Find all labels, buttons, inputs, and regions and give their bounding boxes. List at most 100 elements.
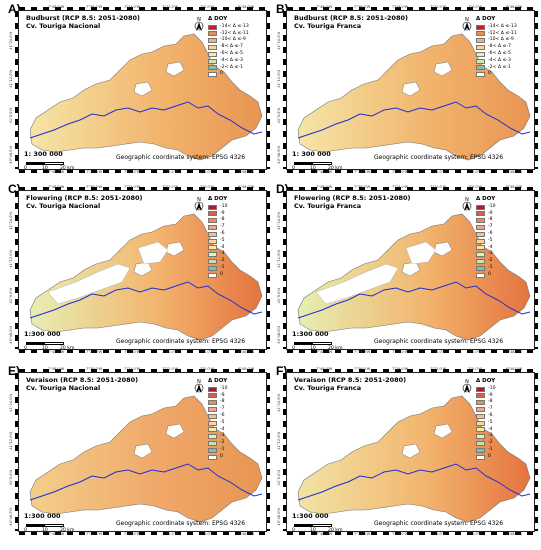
legend-label: 0 [220, 71, 223, 77]
legend-swatch [208, 31, 217, 37]
longitude-label: 7°0.0'W [468, 170, 482, 174]
no-data-area [133, 81, 153, 97]
longitude-label: 6°48.0'W [238, 532, 255, 536]
longitude-label: 7°24.0'W [392, 170, 409, 174]
legend-label: -6< Δ ≤-5 [488, 50, 511, 56]
frame-ticks-left [283, 11, 286, 169]
legend-row: -7 [476, 224, 496, 231]
legend-label: -2 [488, 440, 493, 446]
scale-bar-label: 10 [42, 528, 48, 533]
legend-row: -4 [208, 427, 228, 434]
legend-label: -3 [488, 433, 493, 439]
map-title: Flowering (RCP 8.5: 2051-2080) Cv. Tourig… [26, 194, 143, 210]
douro-region [297, 33, 531, 161]
legend-row: 0 [208, 454, 228, 461]
douro-river [297, 281, 531, 319]
legend-swatch [208, 211, 217, 217]
longitude-label: 6°48.0'W [238, 350, 255, 354]
latitude-label: 41°24.0'N [9, 32, 13, 50]
scale-bar-label: 10 [310, 346, 316, 351]
legend-row: -6 [208, 413, 228, 420]
legend-label: -8 [220, 399, 225, 405]
scale-bar-label: 0 [292, 166, 295, 171]
legend: Δ DOY -10 -9 -8 -7 -6 -5 -4 -3 -2 -1 0 [208, 196, 228, 279]
scale-bar [26, 342, 64, 345]
scale-bar [294, 162, 332, 165]
longitude-label: 6°48.0'W [506, 5, 523, 9]
legend-swatch [476, 238, 485, 244]
legend-label: -8< Δ ≤-7 [488, 44, 511, 50]
map-title-line1: Veraison (RCP 8.5: 2051-2080) [294, 376, 407, 384]
no-data-area [133, 443, 153, 459]
region-map [297, 213, 531, 341]
longitude-label: 7°48.0'W [48, 367, 65, 371]
region-map [297, 33, 531, 161]
scale-bar-label: 0 [24, 528, 27, 533]
frame-ticks-bottom [287, 350, 534, 353]
region-map [29, 395, 263, 523]
legend-row: -3 [208, 251, 228, 258]
douro-river [29, 101, 263, 139]
legend-swatch [208, 454, 217, 460]
scale-bar [294, 342, 332, 345]
legend-label: -8 [488, 217, 493, 223]
legend-row: -7 [208, 224, 228, 231]
legend-swatch [476, 427, 485, 433]
legend-label: -10 [220, 385, 228, 391]
legend-row: 0 [208, 71, 249, 78]
latitude-label: 41°0.0'N [9, 470, 13, 486]
frame-ticks-left [15, 373, 18, 531]
region-map [29, 33, 263, 161]
longitude-label: 7°36.0'W [354, 185, 371, 189]
legend-label: -9 [220, 210, 225, 216]
no-data-area [401, 443, 421, 459]
legend-row: 0 [476, 272, 496, 279]
legend-label: -4< Δ ≤-3 [488, 57, 511, 63]
legend-swatch [208, 245, 217, 251]
north-arrow-icon: N [462, 196, 472, 216]
longitude-label: 7°24.0'W [124, 350, 141, 354]
legend-label: -9 [488, 210, 493, 216]
legend-label: -5 [220, 237, 225, 243]
legend-label: 0 [220, 453, 223, 459]
legend-label: -2< Δ ≤-1 [220, 64, 243, 70]
latitude-label: 41°24.0'N [9, 212, 13, 230]
longitude-label: 7°0.0'W [200, 185, 214, 189]
legend-row: -14< Δ ≤-13 [208, 24, 249, 31]
latitude-label: 41°24.0'N [9, 394, 13, 412]
legend: Δ DOY -14< Δ ≤-13 -12< Δ ≤-11 -10< Δ ≤-9 -8<… [208, 16, 249, 78]
longitude-label: 7°24.0'W [392, 367, 409, 371]
legend-swatch [476, 252, 485, 258]
legend-swatch [208, 413, 217, 419]
legend-row: -9 [476, 211, 496, 218]
zero-change-area [47, 263, 131, 305]
legend-row: -7 [476, 406, 496, 413]
latitude-label: 41°0.0'N [9, 288, 13, 304]
latitude-label: 41°24.0'N [277, 394, 281, 412]
coordinate-system-note: Geographic coordinate system: EPSG 4326 [116, 154, 246, 161]
legend-row: -10< Δ ≤-9 [208, 37, 249, 44]
legend-label: -7 [488, 224, 493, 230]
legend-row: -9 [476, 393, 496, 400]
legend-swatch [208, 427, 217, 433]
longitude-label: 7°12.0'W [162, 350, 179, 354]
longitude-label: 7°36.0'W [354, 532, 371, 536]
map-panel: F) 7°48.0'W 7°48.0'W 7°36.0'W 7°36.0'W 7°24.0… [276, 364, 538, 536]
longitude-label: 7°48.0'W [48, 170, 65, 174]
scale-bar-label: 20 km [328, 166, 343, 171]
map-title: Veraison (RCP 8.5: 2051-2080) Cv. Touriga… [294, 376, 406, 392]
latitude-label: 40°48.0'N [9, 146, 13, 164]
legend-row: -5 [476, 238, 496, 245]
longitude-label: 7°0.0'W [200, 170, 214, 174]
legend-row: -4< Δ ≤-3 [208, 58, 249, 65]
frame-ticks-top [19, 369, 266, 372]
frame-ticks-left [15, 191, 18, 349]
legend-swatch [476, 454, 485, 460]
legend-row: -2 [476, 440, 496, 447]
legend-swatch [208, 407, 217, 413]
scale-bar-label: 10 [42, 166, 48, 171]
legend: Δ DOY -14< Δ ≤-13 -12< Δ ≤-11 -10< Δ ≤-9 -8<… [476, 16, 517, 78]
no-data-area [165, 423, 185, 439]
north-arrow-icon: N [194, 16, 204, 36]
panel-letter: F) [276, 364, 288, 378]
